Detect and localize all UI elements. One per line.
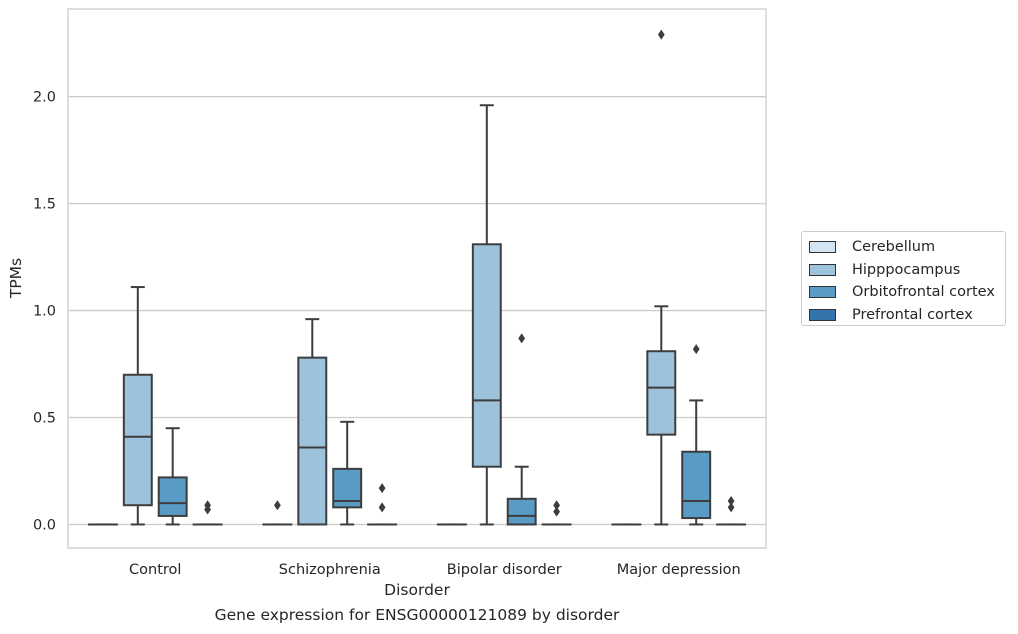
x-axis-label: Disorder: [384, 581, 450, 599]
legend-item: Orbitofrontal cortex: [809, 281, 1005, 304]
box-body: [646, 350, 677, 436]
x-tick-label: Bipolar disorder: [447, 562, 562, 578]
box-hipppocampus-control: [122, 286, 153, 526]
box-orbitofrontal-cortex-bipolar-disorder: [506, 333, 537, 526]
y-tick-label: 1.5: [33, 197, 56, 213]
y-axis-label: TPMs: [7, 258, 25, 299]
legend-label: Orbitofrontal cortex: [852, 284, 995, 301]
legend-swatch: [809, 241, 836, 254]
outlier-point: [274, 500, 281, 511]
box-orbitofrontal-cortex-major-depression: [681, 344, 712, 526]
legend-swatch: [809, 263, 836, 276]
box-body: [297, 356, 328, 526]
box-prefrontal-cortex-major-depression: [716, 495, 747, 526]
outlier-point: [518, 333, 526, 344]
legend-label: Prefrontal cortex: [852, 307, 973, 324]
outlier-point: [204, 500, 211, 511]
legend-item: Prefrontal cortex: [809, 304, 1005, 327]
outlier-point: [692, 344, 700, 355]
x-tick-label: Control: [129, 562, 181, 578]
outlier-point: [378, 483, 386, 494]
box-body: [681, 450, 712, 520]
legend-item: Cerebellum: [809, 236, 1005, 259]
outlier-point: [553, 500, 560, 511]
box-cerebellum-schizophrenia: [262, 500, 293, 526]
box-body: [122, 373, 153, 507]
outlier-point: [553, 506, 560, 517]
box-body: [471, 243, 502, 468]
y-tick-label: 0.5: [33, 411, 56, 427]
y-tick-label: 0.0: [33, 517, 56, 533]
box-hipppocampus-schizophrenia: [297, 318, 328, 526]
box-body: [506, 497, 537, 526]
box-hipppocampus-major-depression: [646, 29, 677, 526]
box-body: [157, 476, 188, 517]
y-tick-label: 1.0: [33, 304, 56, 320]
x-tick-labels: Control Schizophrenia Bipolar disorder Majo…: [129, 562, 741, 578]
y-tick-labels: 0.0 0.5 1.0 1.5 2.0: [33, 90, 56, 534]
legend: Cerebellum Hipppocampus Orbitofrontal cort…: [801, 231, 1006, 326]
x-tick-label: Major depression: [617, 562, 741, 578]
chart-caption: Gene expression for ENSG00000121089 by d…: [214, 606, 620, 624]
box-prefrontal-cortex-control: [192, 500, 223, 526]
box-prefrontal-cortex-schizophrenia: [367, 483, 398, 526]
legend-label: Hipppocampus: [852, 261, 961, 278]
legend-swatch: [809, 286, 836, 299]
box-hipppocampus-bipolar-disorder: [471, 104, 502, 526]
legend-item: Hipppocampus: [809, 259, 1005, 282]
boxes: [87, 29, 747, 526]
outlier-point: [727, 502, 735, 513]
outlier-point: [727, 495, 735, 506]
legend-label: Cerebellum: [852, 239, 936, 256]
legend-swatch: [809, 309, 836, 322]
outlier-point: [657, 29, 665, 40]
box-prefrontal-cortex-bipolar-disorder: [541, 500, 572, 526]
x-tick-label: Schizophrenia: [279, 562, 381, 578]
y-tick-label: 2.0: [33, 90, 56, 106]
plot-area: [67, 8, 767, 549]
box-orbitofrontal-cortex-schizophrenia: [332, 420, 363, 526]
outlier-point: [378, 502, 386, 513]
box-orbitofrontal-cortex-control: [157, 427, 188, 526]
